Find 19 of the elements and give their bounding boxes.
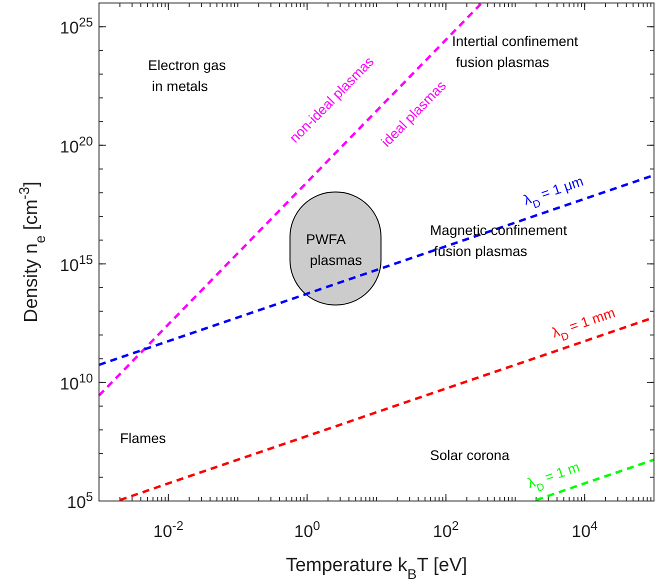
annotation: PWFA plasmas bbox=[306, 231, 362, 268]
x-axis-title: Temperature k$_{B}$T [eV] bbox=[286, 555, 468, 579]
x-tick-label: 10$^{2}$ bbox=[432, 518, 459, 541]
annotation: Intertial confinement fusion plasmas bbox=[452, 33, 578, 70]
y-tick-label: 10$^{5}$ bbox=[66, 488, 93, 512]
y-tick-label: 10$^{25}$ bbox=[60, 14, 93, 38]
annotation: Magnetic confinement fusion plasmas bbox=[430, 222, 568, 259]
annotation: Electron gas in metals bbox=[148, 57, 226, 94]
y-tick-label: 10$^{20}$ bbox=[60, 132, 93, 156]
x-tick-label: 10$^{4}$ bbox=[572, 518, 598, 541]
text: λ$_{D}$ = 1 μm bbox=[521, 172, 586, 212]
x-tick-label: 10$^{0}$ bbox=[294, 518, 320, 541]
x-tick-label: 10$^{-2}$ bbox=[153, 518, 184, 541]
text: λ$_{D}$ = 1 mm bbox=[550, 304, 617, 344]
text: λ$_{D}$ = 1 m bbox=[525, 458, 582, 495]
annotation: Flames bbox=[120, 430, 166, 446]
y-tick-label: 10$^{15}$ bbox=[60, 251, 93, 275]
annotation: Solar corona bbox=[430, 447, 510, 463]
y-tick-label: 10$^{10}$ bbox=[60, 370, 93, 394]
